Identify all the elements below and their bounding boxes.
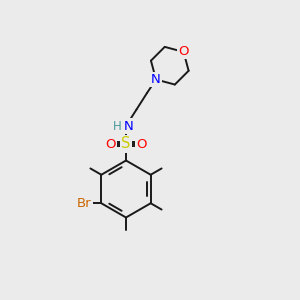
- Text: N: N: [151, 73, 161, 86]
- Text: N: N: [151, 73, 161, 86]
- Text: O: O: [178, 45, 189, 58]
- Text: N: N: [124, 119, 133, 133]
- Text: H: H: [113, 119, 122, 133]
- Text: S: S: [121, 136, 131, 152]
- Text: Br: Br: [77, 197, 92, 210]
- Text: O: O: [105, 137, 116, 151]
- Text: O: O: [136, 137, 147, 151]
